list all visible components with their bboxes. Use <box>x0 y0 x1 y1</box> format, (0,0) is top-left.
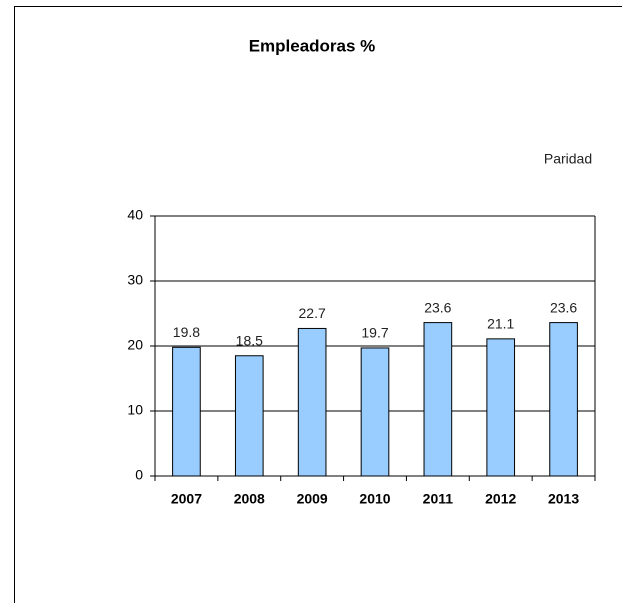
x-tick-label: 2007 <box>171 491 202 507</box>
value-label: 21.1 <box>487 316 514 332</box>
value-label: 23.6 <box>550 299 577 315</box>
bar <box>549 322 578 477</box>
x-tick-label: 2012 <box>485 491 516 507</box>
x-tick-label: 2011 <box>423 491 454 507</box>
y-tick-label: 30 <box>127 272 143 288</box>
bar <box>486 338 516 477</box>
y-tick-label: 40 <box>127 207 143 223</box>
value-label: 19.7 <box>361 325 388 341</box>
x-tick-label: 2009 <box>297 491 328 507</box>
annotation: Paridad <box>544 151 592 167</box>
y-tick-label: 20 <box>127 337 143 353</box>
bar <box>234 355 264 477</box>
value-label: 19.8 <box>173 324 200 340</box>
x-tick-label: 2013 <box>548 491 579 507</box>
chart-title: Empleadoras % <box>249 36 376 55</box>
x-tick-label: 2010 <box>359 491 390 507</box>
value-label: 23.6 <box>424 299 451 315</box>
bar <box>423 322 453 477</box>
bar <box>172 346 201 477</box>
bar <box>360 347 390 477</box>
x-tick-label: 2008 <box>234 491 265 507</box>
value-label: 18.5 <box>236 332 263 348</box>
value-label: 22.7 <box>299 305 326 321</box>
bar <box>297 327 327 477</box>
y-tick-label: 10 <box>127 402 143 418</box>
y-tick-label: 0 <box>135 467 143 483</box>
